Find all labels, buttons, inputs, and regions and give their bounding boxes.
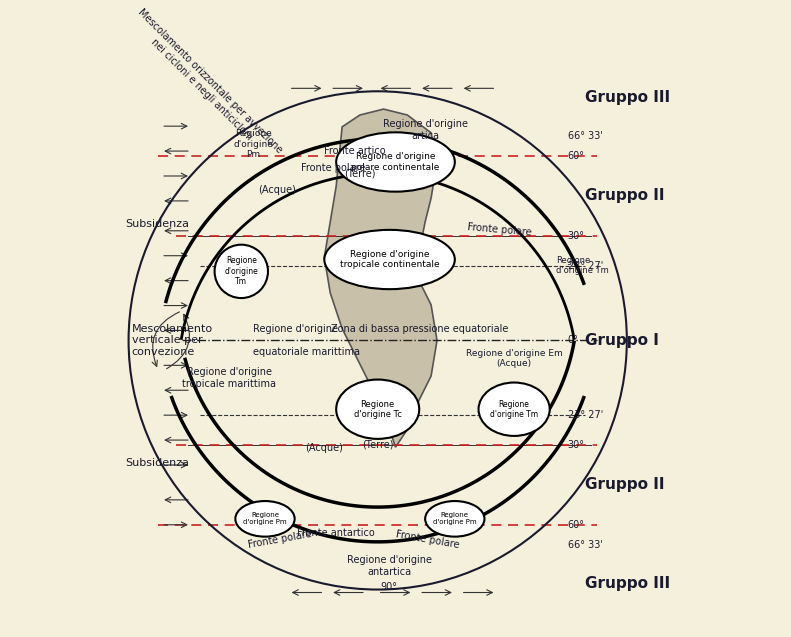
Text: Subsidenza: Subsidenza bbox=[126, 219, 190, 229]
Text: Fronte artico: Fronte artico bbox=[324, 146, 386, 156]
Text: (Terre): (Terre) bbox=[362, 440, 393, 450]
Ellipse shape bbox=[324, 230, 455, 289]
Text: 23° 27': 23° 27' bbox=[567, 261, 603, 271]
Text: 23° 27': 23° 27' bbox=[567, 410, 603, 420]
Text: Gruppo II: Gruppo II bbox=[585, 477, 664, 492]
Text: Regione
d'origine
Pm: Regione d'origine Pm bbox=[233, 129, 273, 159]
Text: 30°: 30° bbox=[567, 231, 585, 241]
Text: Regione d'origine: Regione d'origine bbox=[253, 324, 338, 334]
Ellipse shape bbox=[214, 245, 268, 298]
Text: Regione d'origine
tropicale continentale: Regione d'origine tropicale continentale bbox=[340, 250, 439, 269]
Text: Regione d'origine Em
(Acque): Regione d'origine Em (Acque) bbox=[466, 348, 562, 368]
Text: Fronte antartico: Fronte antartico bbox=[297, 528, 375, 538]
Text: Regione
d'origine Tm: Regione d'origine Tm bbox=[490, 399, 538, 419]
Text: 90°: 90° bbox=[380, 582, 398, 592]
Text: Mescolamento
verticale per
convezione: Mescolamento verticale per convezione bbox=[131, 324, 213, 357]
Text: (Acque): (Acque) bbox=[258, 185, 296, 195]
Text: Gruppo III: Gruppo III bbox=[585, 576, 671, 591]
Ellipse shape bbox=[236, 501, 295, 536]
Text: Fronte polare: Fronte polare bbox=[248, 529, 312, 550]
Text: Regione d'origine
artica: Regione d'origine artica bbox=[383, 119, 467, 141]
Polygon shape bbox=[324, 109, 437, 447]
Ellipse shape bbox=[336, 380, 419, 439]
Text: Mescolamento orizzontale per avvezione
nei cicloni e negli anticicloni: Mescolamento orizzontale per avvezione n… bbox=[127, 7, 284, 164]
Text: Fronte polare: Fronte polare bbox=[396, 529, 460, 550]
Text: Gruppo II: Gruppo II bbox=[585, 189, 664, 203]
Text: Regione
d'origine Tm: Regione d'origine Tm bbox=[555, 256, 608, 275]
Text: Regione
d'origine
Tm: Regione d'origine Tm bbox=[225, 257, 258, 286]
Text: 66° 33': 66° 33' bbox=[567, 131, 603, 141]
Text: Regione d'origine
antartica: Regione d'origine antartica bbox=[347, 555, 432, 576]
Text: Fronte polare: Fronte polare bbox=[301, 163, 365, 173]
Text: Gruppo III: Gruppo III bbox=[585, 90, 671, 104]
Text: Subsidenza: Subsidenza bbox=[126, 458, 190, 468]
Text: Regione
d'origine Pm: Regione d'origine Pm bbox=[243, 512, 287, 526]
Ellipse shape bbox=[336, 132, 455, 192]
Text: (Terre): (Terre) bbox=[344, 169, 376, 179]
Text: 0°: 0° bbox=[567, 336, 578, 345]
Text: Regione
d'origine Tc: Regione d'origine Tc bbox=[354, 399, 402, 419]
Ellipse shape bbox=[479, 383, 550, 436]
Text: 60°: 60° bbox=[567, 151, 585, 161]
Text: 60°: 60° bbox=[567, 520, 585, 530]
Text: Regione d'origine
tropicale marittima: Regione d'origine tropicale marittima bbox=[183, 367, 276, 389]
Text: (Acque): (Acque) bbox=[305, 443, 343, 453]
Text: Regione d'origine
polare continentale: Regione d'origine polare continentale bbox=[351, 152, 440, 172]
Text: 66° 33': 66° 33' bbox=[567, 540, 603, 550]
Text: Regione
d'origine Pm: Regione d'origine Pm bbox=[433, 512, 477, 526]
Text: equatoriale marittima: equatoriale marittima bbox=[253, 347, 360, 357]
Text: Fronte polare: Fronte polare bbox=[467, 222, 532, 238]
Text: Gruppo I: Gruppo I bbox=[585, 333, 659, 348]
Text: Zona di bassa pressione equatoriale: Zona di bassa pressione equatoriale bbox=[331, 324, 508, 334]
Ellipse shape bbox=[425, 501, 484, 536]
Text: 30°: 30° bbox=[567, 440, 585, 450]
